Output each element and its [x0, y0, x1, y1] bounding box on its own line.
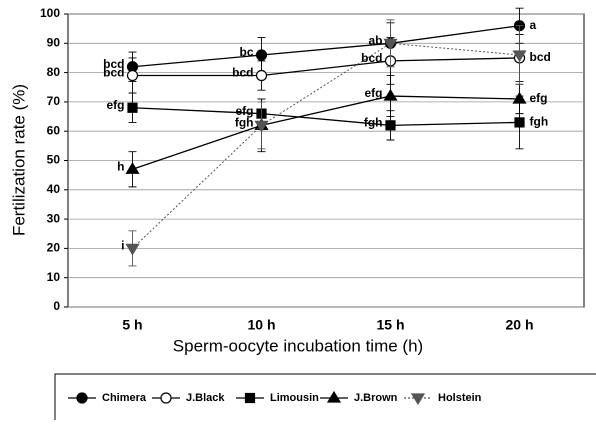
- significance-letter: ab: [368, 33, 382, 47]
- legend-marker: [326, 390, 342, 403]
- legend-label: Chimera: [102, 392, 147, 404]
- significance-letter: efg: [365, 86, 383, 100]
- data-point: [126, 69, 139, 82]
- significance-letter: bcd: [103, 57, 124, 71]
- significance-letter: h: [117, 159, 124, 173]
- legend-label: J.Brown: [354, 392, 398, 404]
- y-tick-label: 0: [53, 299, 60, 313]
- data-point: [512, 91, 527, 104]
- significance-letter: fgh: [530, 115, 549, 129]
- legend-marker: [76, 392, 88, 404]
- y-tick-label: 100: [40, 6, 60, 20]
- data-point: [255, 49, 268, 61]
- data-point: [127, 102, 138, 113]
- series-line: [132, 57, 520, 77]
- y-tick-label: 80: [47, 65, 61, 79]
- legend-marker: [160, 392, 172, 404]
- x-tick-label: 5 h: [122, 317, 142, 333]
- series-line: [132, 25, 520, 68]
- series-line: [132, 42, 520, 249]
- legend-marker: [244, 392, 256, 404]
- data-point: [383, 38, 398, 51]
- data-point: [385, 120, 396, 131]
- x-axis-title: Sperm-oocyte incubation time (h): [173, 336, 423, 355]
- y-tick-label: 50: [47, 153, 61, 167]
- data-point: [125, 162, 140, 174]
- series-line: [132, 107, 520, 126]
- legend-label: Holstein: [438, 392, 482, 404]
- legend-label: J.Black: [186, 392, 225, 404]
- data-point: [514, 117, 525, 128]
- y-tick-label: 70: [47, 94, 61, 108]
- data-point: [254, 120, 269, 133]
- significance-letter: fgh: [364, 116, 383, 130]
- significance-letter: fgh: [235, 116, 254, 130]
- significance-letter: efg: [236, 104, 254, 118]
- data-point: [125, 243, 140, 256]
- significance-letter: efg: [530, 91, 548, 105]
- legend-marker: [410, 393, 426, 406]
- legend-label: Limousin: [270, 392, 319, 404]
- y-tick-label: 30: [47, 211, 61, 225]
- y-tick-label: 90: [47, 35, 61, 49]
- significance-letter: bcd: [361, 51, 382, 65]
- y-tick-label: 20: [47, 241, 61, 255]
- data-point: [255, 69, 268, 82]
- y-tick-label: 40: [47, 182, 61, 196]
- y-axis-title: Fertilization rate (%): [9, 84, 28, 236]
- significance-letter: bcd: [530, 50, 551, 64]
- series-line: [132, 95, 520, 170]
- significance-letter: bc: [239, 45, 253, 59]
- data-point: [512, 50, 527, 63]
- significance-letter: i: [121, 239, 124, 253]
- significance-letter: bcd: [103, 66, 124, 80]
- significance-letter: a: [530, 18, 537, 32]
- significance-letter: efg: [107, 98, 125, 112]
- y-tick-label: 60: [47, 123, 61, 137]
- data-point: [383, 88, 398, 101]
- x-tick-label: 15 h: [376, 317, 404, 333]
- x-tick-label: 10 h: [247, 317, 275, 333]
- y-tick-label: 10: [47, 270, 61, 284]
- significance-letter: bcd: [232, 66, 253, 80]
- x-tick-label: 20 h: [505, 317, 533, 333]
